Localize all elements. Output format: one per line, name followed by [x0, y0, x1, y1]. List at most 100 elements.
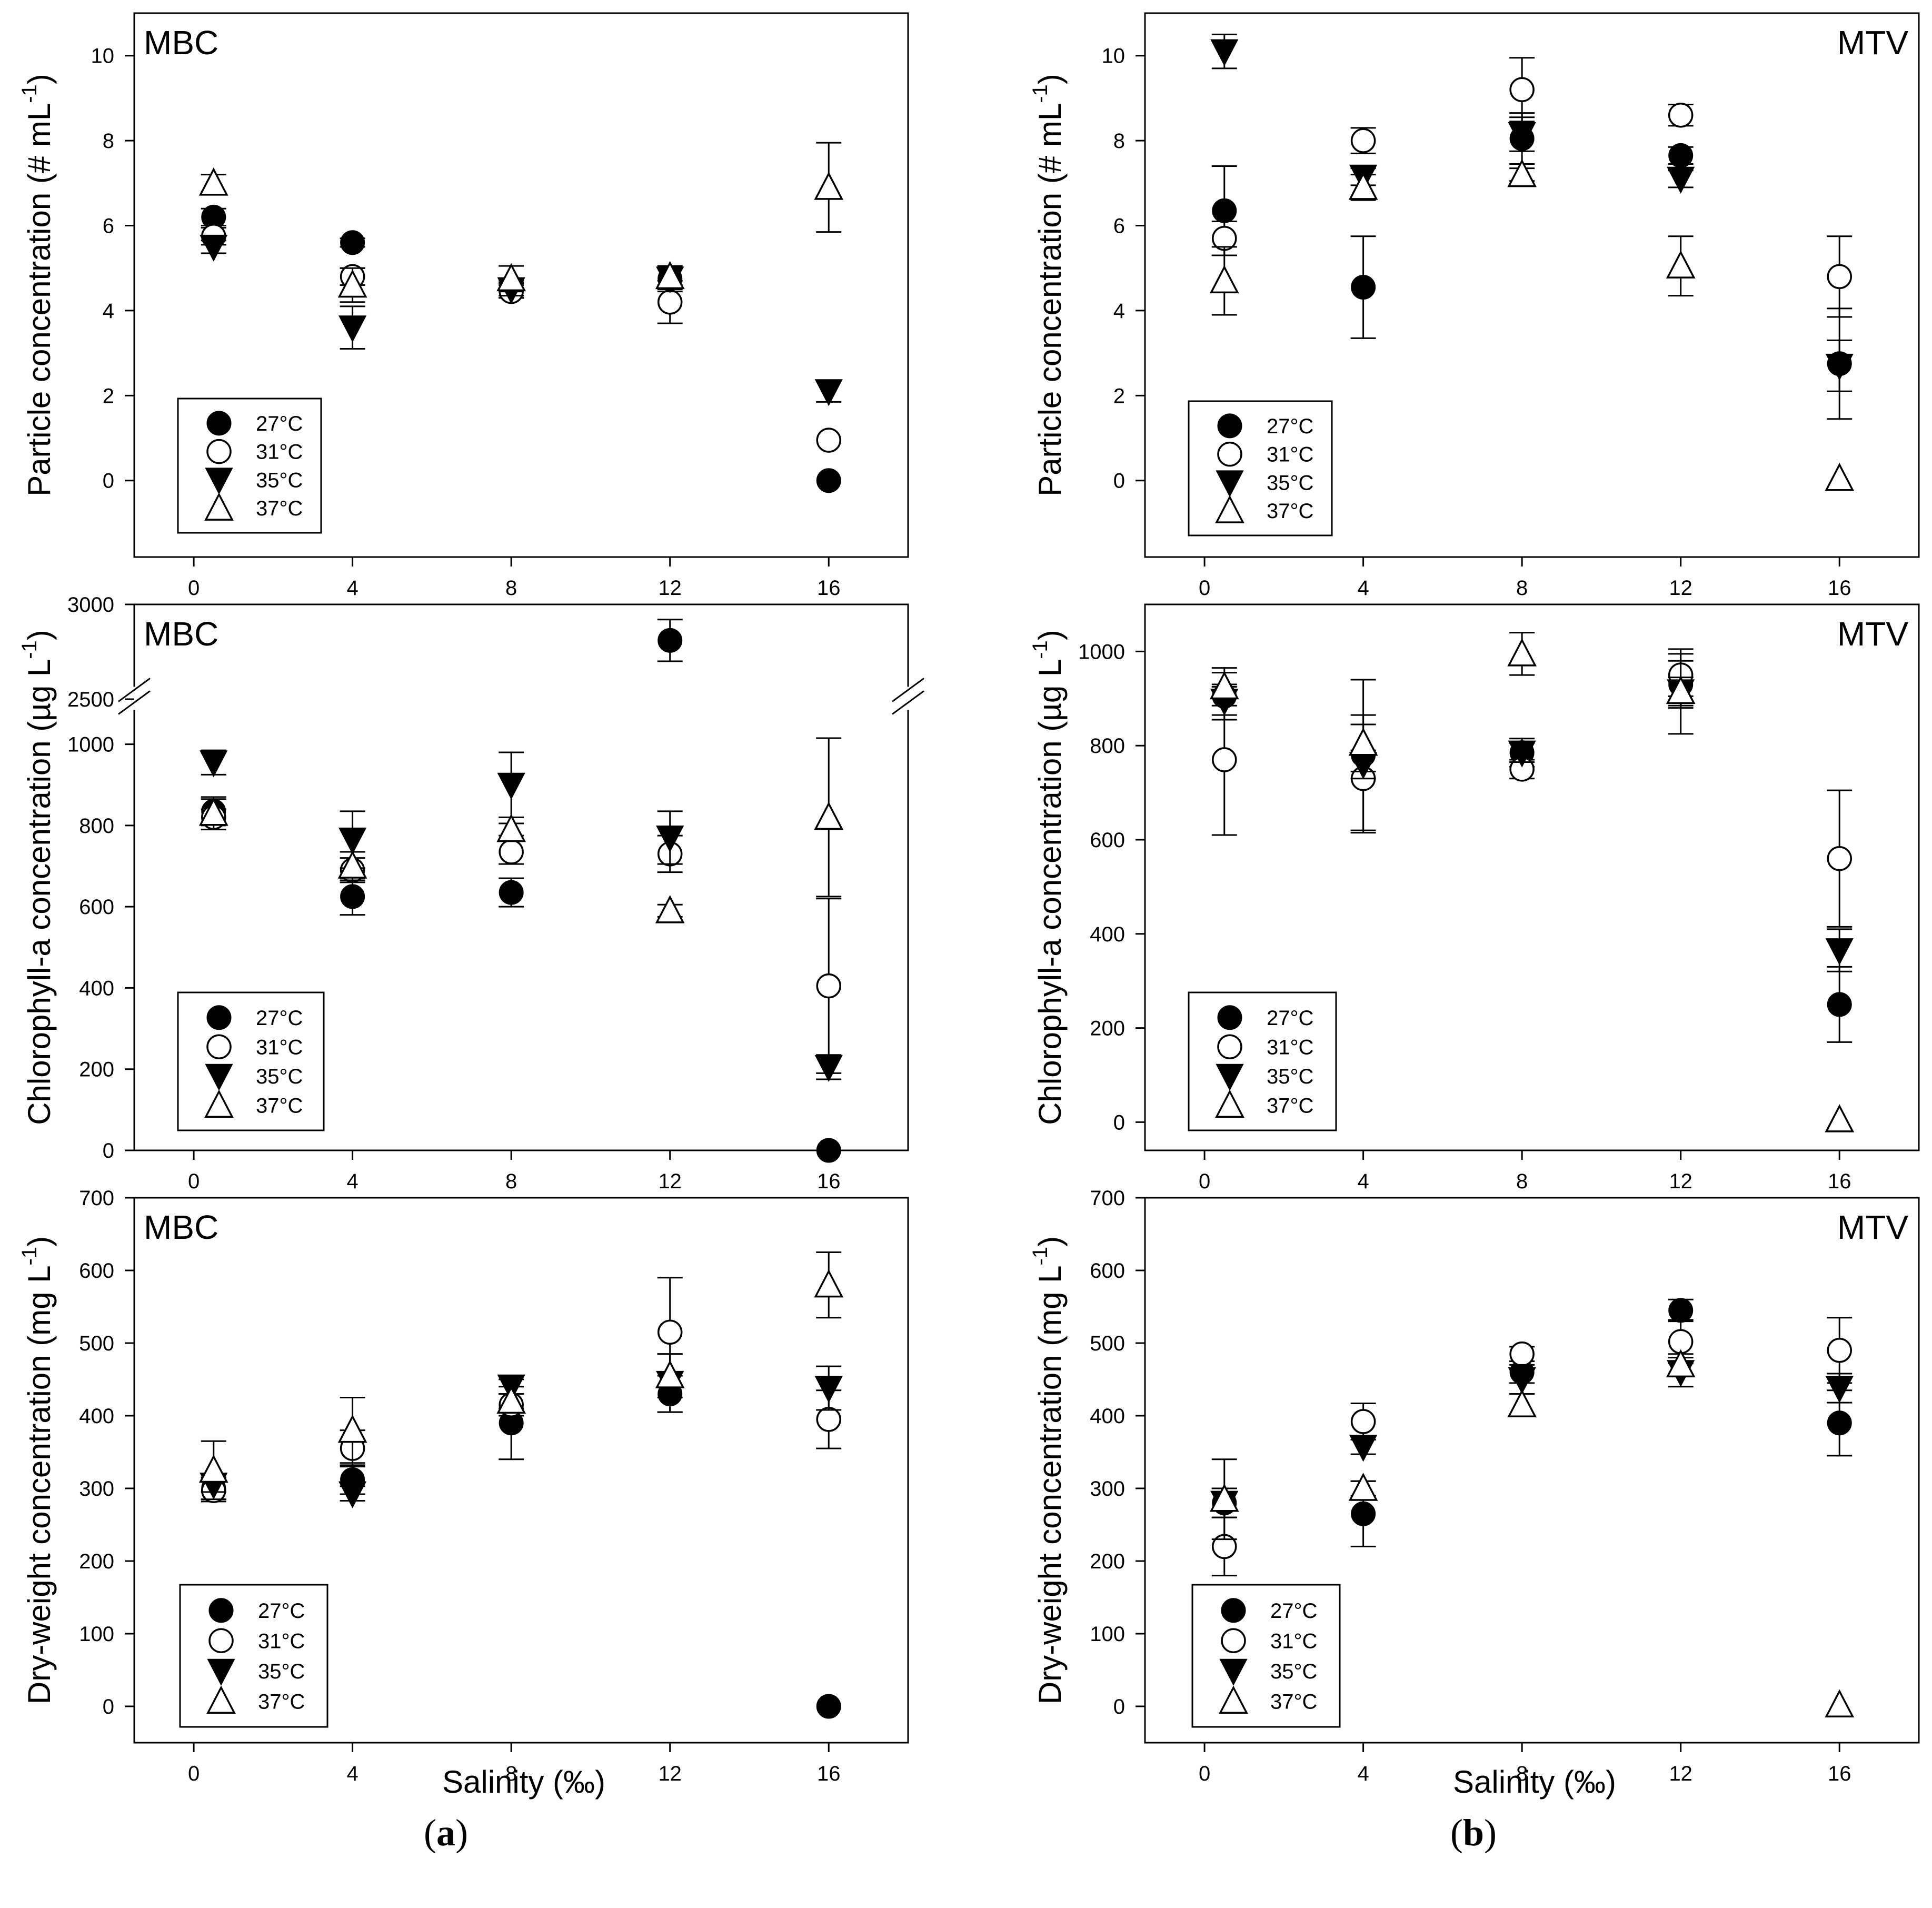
- legend-marker: [206, 1685, 236, 1714]
- panel-title: MTV: [1837, 615, 1908, 653]
- y-tick-label: 600: [1090, 1259, 1125, 1283]
- series-3: [198, 142, 844, 303]
- legend: 27°C 31°C 35°C 37°C: [179, 1584, 328, 1728]
- x-tick-label: 4: [1357, 1170, 1369, 1193]
- x-tick-label: 8: [505, 1170, 517, 1193]
- data-point: [337, 1414, 367, 1443]
- data-point: [1827, 846, 1852, 871]
- x-tick-label: 16: [817, 577, 841, 600]
- data-point: [1212, 198, 1237, 223]
- legend-label: 37°C: [258, 1690, 305, 1713]
- legend-marker: [1216, 470, 1244, 498]
- y-axis-label: Particle concentration (# mL-1): [18, 74, 57, 496]
- y-tick-label: 200: [1090, 1550, 1125, 1573]
- data-point: [1509, 77, 1535, 103]
- panel-title: MBC: [144, 615, 218, 653]
- panel-title: MBC: [144, 24, 218, 62]
- legend-label: 35°C: [1270, 1660, 1317, 1683]
- y-axis-label-exponent: -1: [1029, 84, 1052, 103]
- x-tick-label: 8: [1516, 1170, 1528, 1193]
- data-point: [1825, 462, 1855, 491]
- x-tick-label: 8: [1516, 1762, 1528, 1785]
- y-tick-label: 8: [103, 130, 114, 153]
- y-tick-label: 600: [79, 1259, 114, 1283]
- data-point: [1668, 143, 1694, 168]
- legend-marker: [206, 439, 232, 464]
- y-tick-label: 1000: [1078, 640, 1125, 663]
- series-1: [1211, 1317, 1853, 1577]
- data-point: [337, 269, 367, 298]
- y-axis-label: Chlorophyll-a concentration (µg L-1): [1029, 630, 1068, 1125]
- y-tick-label: 4: [1113, 300, 1125, 323]
- y-tick-label: 400: [79, 1405, 114, 1428]
- y-axis-label-text: Chlorophyll-a concentration (µg L: [1032, 659, 1068, 1125]
- chart-p4: 0 200 400 600 800 1000 0 4 8 12 16 Chlorophyll-a co…: [1029, 603, 1920, 1193]
- y-axis-label-exponent: -1: [18, 1247, 41, 1266]
- legend-label: 31°C: [1267, 443, 1313, 466]
- data-point: [657, 1319, 683, 1345]
- plot-frame: [133, 12, 909, 558]
- x-tick-label: 16: [1828, 577, 1851, 600]
- data-point: [816, 973, 841, 999]
- legend: 27°C 31°C 35°C 37°C: [1188, 400, 1333, 536]
- data-point: [337, 850, 367, 879]
- legend-label: 27°C: [256, 1007, 303, 1030]
- legend-marker: [1221, 1598, 1246, 1623]
- x-tick-label: 16: [817, 1762, 841, 1785]
- legend-marker: [207, 1658, 235, 1686]
- data-point: [1507, 158, 1537, 187]
- legend-marker: [1217, 1034, 1242, 1059]
- legend-marker: [206, 1034, 232, 1059]
- data-point: [338, 315, 367, 343]
- y-axis-label-text: Dry-weight concentration (mg L: [1032, 1265, 1068, 1704]
- plot-frame: [1144, 603, 1920, 1151]
- y-tick-label: 200: [79, 1550, 114, 1573]
- y-tick-label: 400: [1090, 1405, 1125, 1428]
- data-point: [814, 172, 844, 200]
- y-axis-label-close: ): [1032, 1236, 1068, 1247]
- legend-label: 35°C: [258, 1660, 305, 1683]
- plot-frame: [133, 1197, 909, 1744]
- series-3: [1209, 158, 1855, 491]
- legend: 27°C 31°C 35°C 37°C: [177, 991, 325, 1131]
- x-tick-label: 16: [817, 1170, 841, 1193]
- data-point: [338, 1481, 367, 1508]
- legend: 27°C 31°C 35°C 37°C: [1191, 1584, 1341, 1728]
- data-point: [338, 827, 367, 855]
- y-tick-label: 6: [103, 215, 114, 238]
- x-tick-label: 0: [188, 1170, 200, 1193]
- data-point: [340, 884, 365, 909]
- data-point: [658, 628, 683, 653]
- data-point: [1668, 102, 1694, 128]
- legend-label: 27°C: [1267, 1007, 1313, 1030]
- x-tick-label: 12: [1669, 1762, 1692, 1785]
- x-tick-label: 4: [346, 1762, 358, 1785]
- y-axis-label-exponent: -1: [1029, 640, 1052, 659]
- axis-break-mark: [892, 690, 924, 715]
- y-axis-label-text: Particle concentration (# mL: [1032, 103, 1068, 496]
- data-point: [496, 263, 526, 292]
- data-point: [1667, 166, 1695, 194]
- chart-p6: 0 100 200 300 400 500 600 700 0 4 8 12 16 Dry-weight …: [1029, 1187, 1920, 1800]
- y-tick-label: 400: [79, 977, 114, 1000]
- data-point: [814, 801, 844, 830]
- data-point: [1825, 1104, 1855, 1132]
- series-1: [1211, 653, 1853, 928]
- data-point: [816, 468, 841, 493]
- y-axis-label-text: Dry-weight concentration (mg L: [22, 1265, 57, 1704]
- y-tick-label: 600: [79, 896, 114, 919]
- legend-label: 31°C: [258, 1629, 305, 1653]
- legend-label: 35°C: [1267, 471, 1313, 494]
- data-point: [1209, 265, 1239, 294]
- y-tick-label: 2: [1113, 384, 1125, 408]
- legend-label: 27°C: [258, 1599, 305, 1623]
- x-tick-label: 12: [1669, 1170, 1692, 1193]
- data-point: [1209, 671, 1239, 700]
- y-axis-label-close: ): [1032, 74, 1068, 84]
- data-point: [1827, 1410, 1852, 1436]
- y-axis-label-text: Chlorophyll-a concentration (µg L: [22, 659, 57, 1125]
- x-tick-label: 12: [658, 1170, 682, 1193]
- y-axis-label-exponent: -1: [18, 640, 41, 659]
- y-tick-label: 8: [1113, 130, 1125, 153]
- legend-marker: [205, 1064, 233, 1091]
